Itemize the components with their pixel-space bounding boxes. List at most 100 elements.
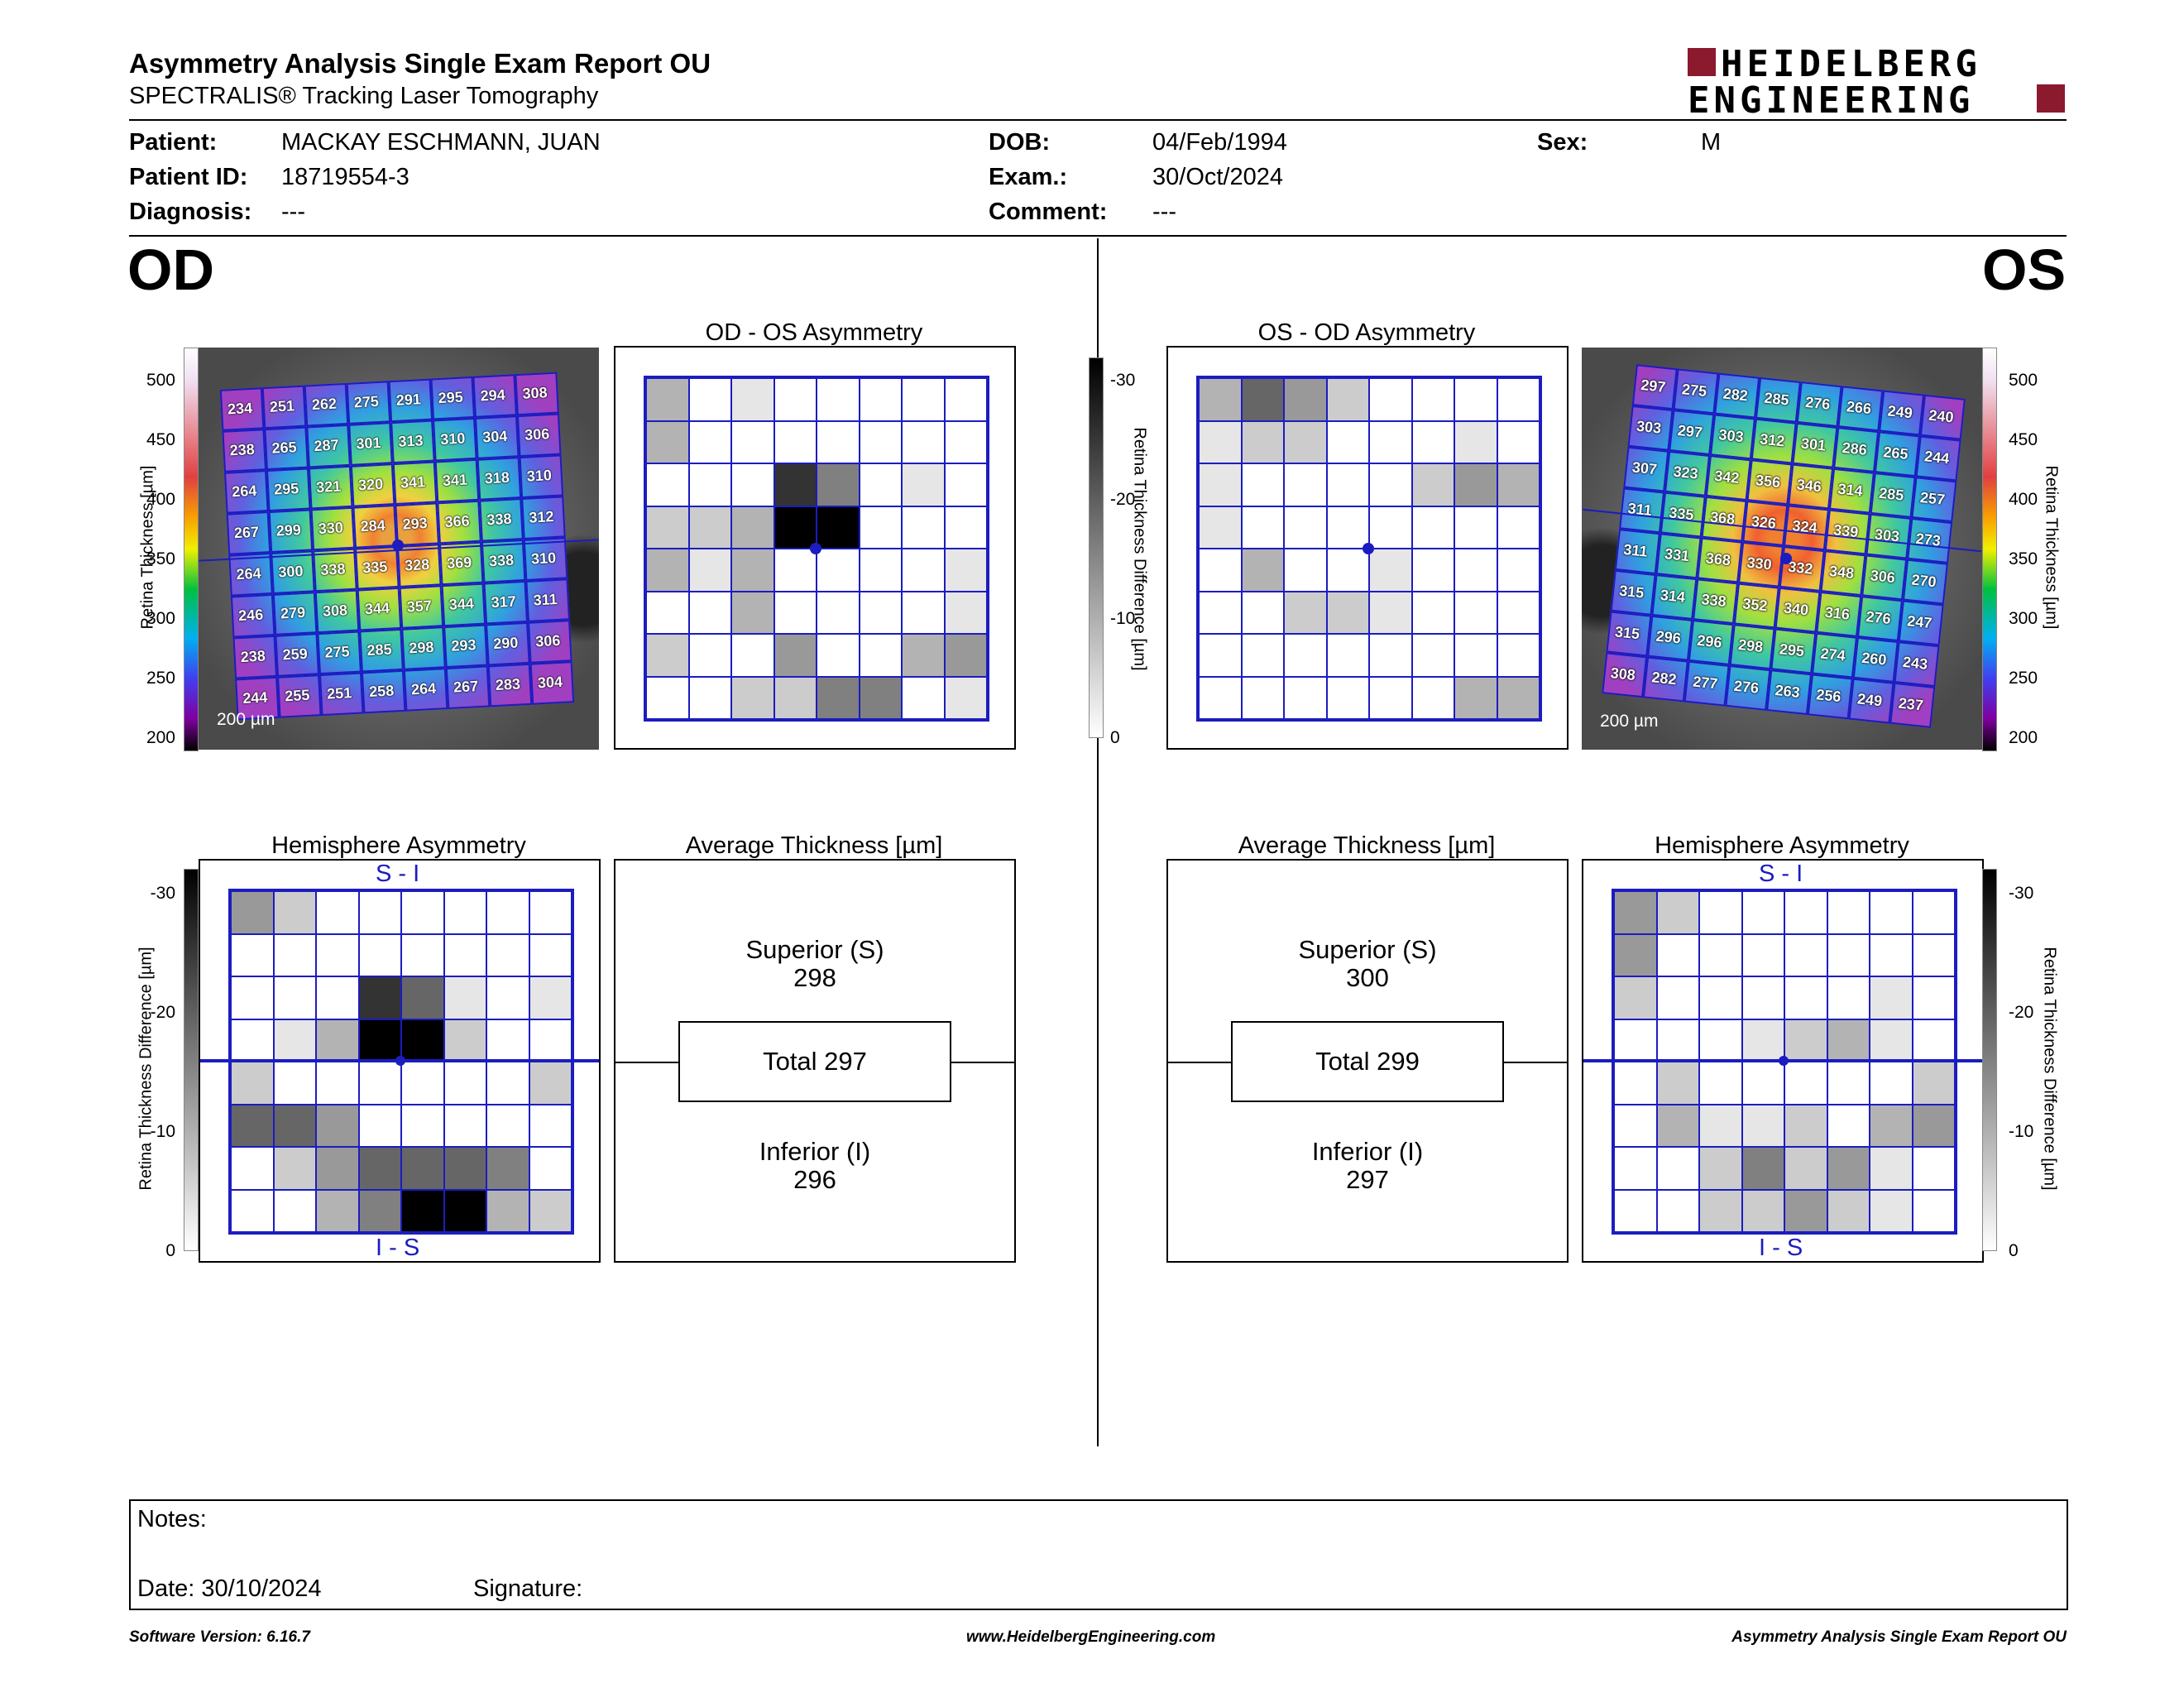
dob-value: 04/Feb/1994	[1152, 129, 1287, 156]
grid-cell	[902, 463, 945, 506]
grid-cell	[1284, 591, 1327, 634]
os-is-label: I - S	[1759, 1235, 1803, 1261]
grid-cell	[1912, 933, 1955, 976]
scale-tick: 300	[2009, 609, 2038, 628]
grid-cell	[1912, 1062, 1955, 1105]
grid-cell	[529, 1189, 572, 1232]
sex-value: M	[1701, 129, 1722, 156]
od-scale-bar-label: 200 µm	[217, 710, 275, 729]
grid-cell	[1241, 634, 1284, 677]
thickness-grid-cell	[1894, 641, 1940, 688]
grid-cell	[1827, 1062, 1870, 1105]
grid-cell	[1241, 420, 1284, 463]
thickness-grid-cell	[226, 511, 271, 555]
thickness-grid-cell	[1915, 435, 1961, 482]
thickness-grid-cell	[1673, 368, 1719, 415]
thickness-grid-cell	[399, 585, 444, 629]
od-fundus-image: 234 251 262 275 291 295 294 308 238 265 287 301 313 3…	[199, 348, 599, 750]
thickness-grid-cell	[1725, 664, 1771, 711]
od-inferior-value: 296	[793, 1165, 836, 1194]
thickness-grid-cell	[1738, 541, 1784, 587]
scale-tick: -30	[2009, 884, 2034, 903]
thickness-grid-cell	[1684, 660, 1730, 707]
thickness-grid-cell	[318, 672, 364, 717]
grid-cell	[273, 933, 316, 976]
grid-cell	[1741, 1062, 1784, 1105]
grid-cell	[1497, 420, 1540, 463]
od-fovea-dot	[392, 539, 404, 551]
diagnosis-label: Diagnosis:	[129, 199, 252, 225]
grid-cell	[401, 933, 444, 976]
grid-cell	[486, 1189, 529, 1232]
os-thickness-scale	[1982, 348, 1997, 751]
grid-cell	[859, 420, 902, 463]
grid-cell	[1870, 1104, 1913, 1147]
grid-cell	[1870, 891, 1913, 934]
grid-cell	[817, 420, 860, 463]
thickness-grid-cell	[1631, 364, 1678, 410]
report-title: Asymmetry Analysis Single Exam Report OU	[129, 48, 711, 79]
thickness-grid-cell	[310, 506, 356, 551]
footer-website[interactable]: www.HeidelbergEngineering.com	[966, 1628, 1216, 1646]
grid-cell	[1241, 591, 1284, 634]
grid-cell	[401, 1019, 444, 1062]
grid-cell	[1369, 549, 1412, 592]
grid-cell	[646, 420, 689, 463]
grid-cell	[1454, 549, 1497, 592]
grid-cell	[358, 1147, 401, 1190]
thickness-grid-cell	[1651, 574, 1698, 620]
grid-cell	[1614, 1189, 1657, 1232]
scale-tick: 400	[2009, 490, 2038, 509]
grid-cell	[731, 463, 774, 506]
thickness-grid-cell	[475, 415, 520, 459]
grid-cell	[859, 506, 902, 549]
grid-cell	[1912, 1147, 1955, 1190]
grid-cell	[646, 378, 689, 421]
thickness-grid-cell	[1770, 628, 1817, 674]
exam-label: Exam.:	[989, 164, 1068, 190]
grid-cell	[1784, 933, 1827, 976]
grid-cell	[1614, 933, 1657, 976]
grid-cell	[817, 463, 860, 506]
grid-cell	[1284, 420, 1327, 463]
notes-box[interactable]: Notes: Date: 30/10/2024 Signature:	[129, 1499, 2068, 1610]
grid-cell	[859, 463, 902, 506]
grid-cell	[1741, 1104, 1784, 1147]
grid-cell	[1741, 1189, 1784, 1232]
scale-tick: 350	[2009, 549, 2038, 568]
grid-cell	[1497, 634, 1540, 677]
grid-cell	[273, 891, 316, 934]
od-hemi-scale	[184, 869, 199, 1251]
grid-cell	[1656, 1147, 1699, 1190]
grid-cell	[1199, 506, 1242, 549]
grid-cell	[1741, 1147, 1784, 1190]
scale-tick: 500	[2009, 371, 2038, 390]
grid-cell	[231, 1147, 274, 1190]
grid-cell	[358, 1104, 401, 1147]
grid-cell	[443, 933, 486, 976]
grid-cell	[1784, 1062, 1827, 1105]
grid-cell	[646, 463, 689, 506]
os-fundus-image: 297 275 282 285 276 266 249 240 303 297 303 312 301 2…	[1582, 348, 1982, 750]
diff-scale-bar-center	[1089, 357, 1104, 738]
thickness-grid-cell	[266, 468, 311, 512]
grid-cell	[443, 1062, 486, 1105]
grid-cell	[529, 933, 572, 976]
od-hemi-grid	[228, 889, 574, 1235]
thickness-grid-cell	[1792, 422, 1838, 468]
grid-cell	[1411, 634, 1454, 677]
grid-cell	[944, 506, 987, 549]
grid-cell	[1241, 378, 1284, 421]
grid-cell	[859, 676, 902, 719]
grid-cell	[1827, 891, 1870, 934]
thickness-grid-cell	[1602, 652, 1648, 698]
scale-tick: 200	[2009, 728, 2038, 747]
grid-cell	[902, 591, 945, 634]
scale-tick: 450	[146, 430, 175, 449]
grid-cell	[1784, 1147, 1827, 1190]
grid-cell	[817, 506, 860, 549]
thickness-grid-cell	[1820, 550, 1866, 597]
grid-cell	[358, 1062, 401, 1105]
grid-cell	[401, 1147, 444, 1190]
grid-cell	[231, 1019, 274, 1062]
